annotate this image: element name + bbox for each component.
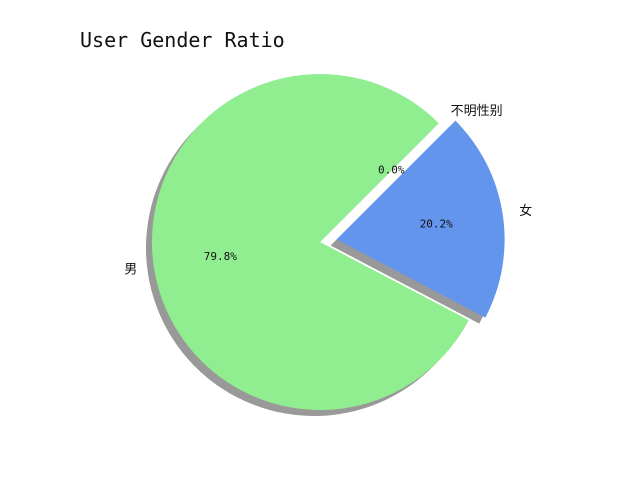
percent-label-unknown: 0.0% [378,164,405,177]
slices [152,73,505,410]
category-label-male: 男 [124,262,137,277]
labels: 男 79.8% 女 20.2% 不明性别 0.0% [124,104,532,277]
category-label-unknown: 不明性别 [451,104,503,119]
percent-label-male: 79.8% [204,250,237,263]
pie-slice-female [336,120,505,318]
chart-title: User Gender Ratio [80,28,285,52]
pie-slice-male [152,73,469,410]
percent-label-female: 20.2% [420,217,453,230]
category-label-female: 女 [519,203,532,219]
